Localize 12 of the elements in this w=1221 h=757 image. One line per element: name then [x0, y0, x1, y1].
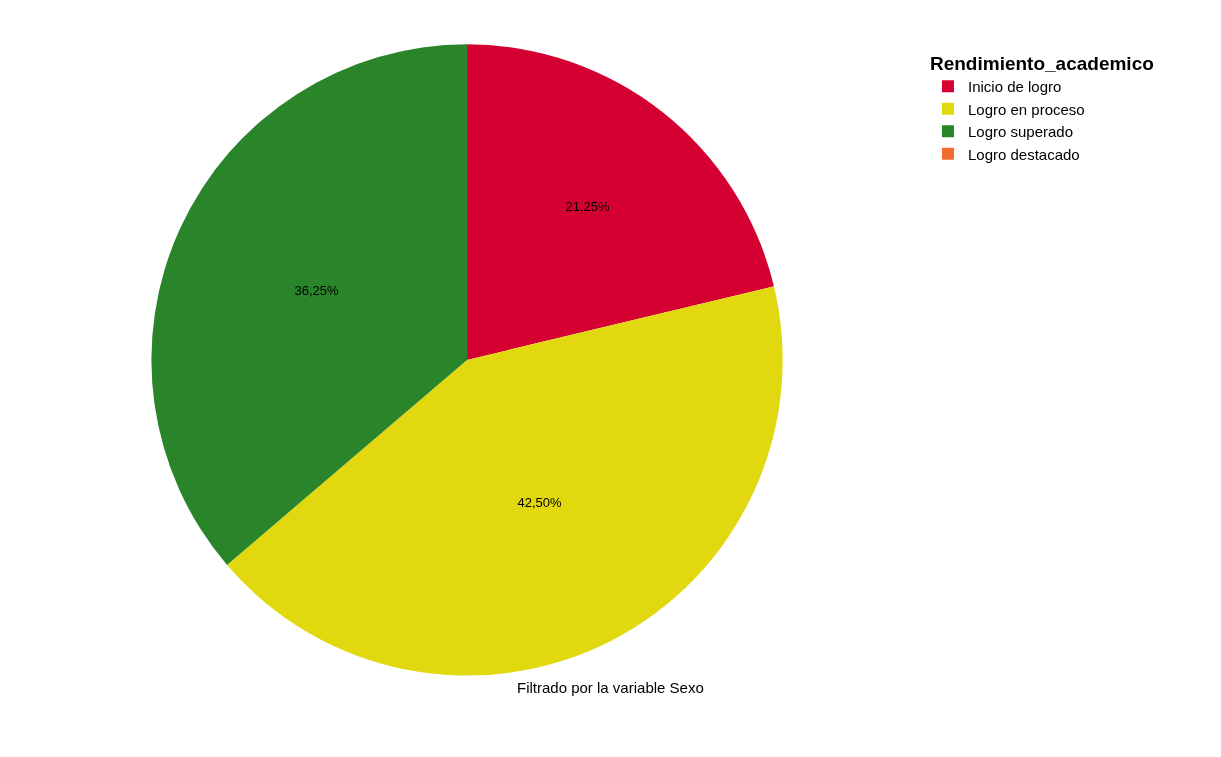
legend-label: Logro en proceso — [967, 100, 1085, 118]
text: Filtrado por la variable Sexo — [517, 679, 704, 696]
pie-slice — [467, 44, 774, 360]
legend-title: Rendimiento_academico — [929, 53, 1154, 75]
pie-slice — [151, 44, 468, 565]
legend-label: Logro superado — [967, 123, 1074, 141]
legend-label: Inicio de logro — [967, 78, 1062, 96]
data-label: 36,25% — [294, 283, 340, 299]
legend-label: Logro destacado — [967, 145, 1080, 163]
data-label: 42,50% — [517, 495, 562, 511]
pie-slice — [227, 286, 783, 676]
data-label: 21,25% — [565, 199, 610, 215]
